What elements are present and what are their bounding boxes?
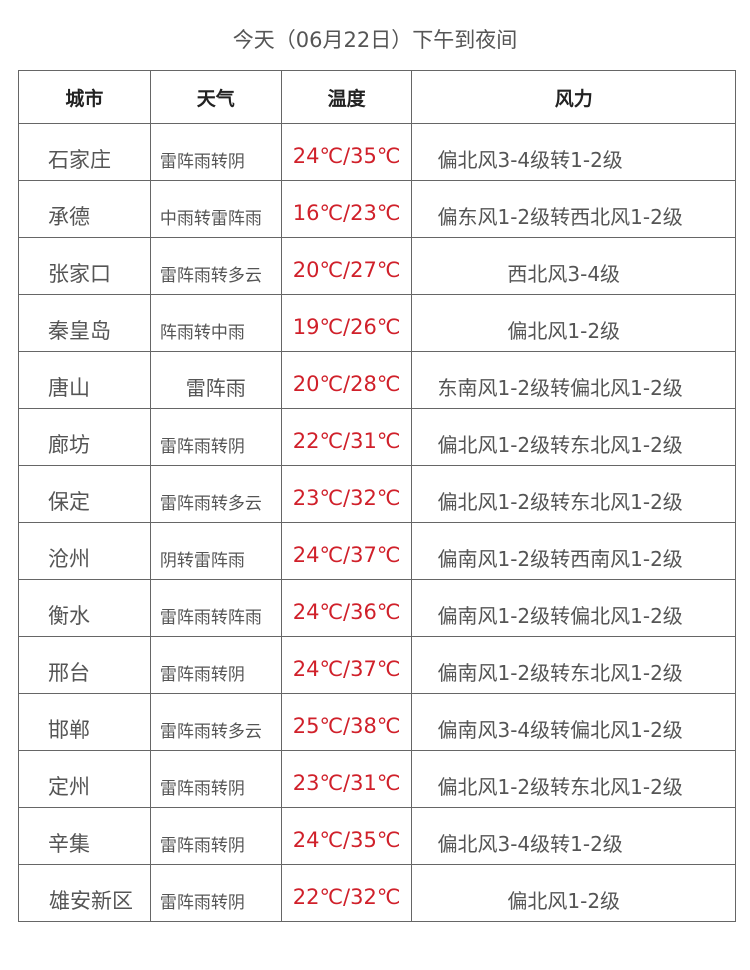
table-row: 张家口 雷阵雨转多云 20℃/27℃ 西北风3-4级 <box>18 237 736 295</box>
header-wind: 风力 <box>411 70 736 124</box>
table-row: 沧州 阴转雷阵雨 24℃/37℃ 偏南风1-2级转西南风1-2级 <box>18 522 736 580</box>
weather-cell: 雷阵雨转阵雨 <box>149 579 282 637</box>
table-row: 辛集 雷阵雨转阴 24℃/35℃ 偏北风3-4级转1-2级 <box>18 807 736 865</box>
temperature-cell: 16℃/23℃ <box>280 180 413 238</box>
city-cell: 秦皇岛 <box>18 294 151 352</box>
wind-cell: 东南风1-2级转偏北风1-2级 <box>411 351 736 409</box>
wind-cell: 偏北风1-2级 <box>411 864 736 922</box>
temperature-cell: 19℃/26℃ <box>280 294 413 352</box>
city-cell: 衡水 <box>18 579 151 637</box>
temperature-cell: 20℃/28℃ <box>280 351 413 409</box>
wind-cell: 偏北风3-4级转1-2级 <box>411 123 736 181</box>
temperature-cell: 24℃/35℃ <box>280 123 413 181</box>
header-city: 城市 <box>18 70 151 124</box>
wind-cell: 偏北风3-4级转1-2级 <box>411 807 736 865</box>
city-cell: 沧州 <box>18 522 151 580</box>
temperature-cell: 23℃/31℃ <box>280 750 413 808</box>
weather-cell: 雷阵雨转阴 <box>149 864 282 922</box>
table-row: 邢台 雷阵雨转阴 24℃/37℃ 偏南风1-2级转东北风1-2级 <box>18 636 736 694</box>
city-cell: 张家口 <box>18 237 151 295</box>
table-row: 衡水 雷阵雨转阵雨 24℃/36℃ 偏南风1-2级转偏北风1-2级 <box>18 579 736 637</box>
city-cell: 辛集 <box>18 807 151 865</box>
city-cell: 邢台 <box>18 636 151 694</box>
temperature-cell: 22℃/31℃ <box>280 408 413 466</box>
temperature-cell: 23℃/32℃ <box>280 465 413 523</box>
wind-cell: 偏北风1-2级转东北风1-2级 <box>411 750 736 808</box>
city-cell: 定州 <box>18 750 151 808</box>
city-cell: 石家庄 <box>18 123 151 181</box>
table-row: 保定 雷阵雨转多云 23℃/32℃ 偏北风1-2级转东北风1-2级 <box>18 465 736 523</box>
city-cell: 廊坊 <box>18 408 151 466</box>
weather-cell: 中雨转雷阵雨 <box>149 180 282 238</box>
weather-cell: 雷阵雨转阴 <box>149 807 282 865</box>
city-cell: 承德 <box>18 180 151 238</box>
wind-cell: 偏北风1-2级 <box>411 294 736 352</box>
temperature-cell: 24℃/36℃ <box>280 579 413 637</box>
header-weather: 天气 <box>149 70 282 124</box>
city-cell: 邯郸 <box>18 693 151 751</box>
table-header-row: 城市 天气 温度 风力 <box>18 70 736 124</box>
weather-cell: 阵雨转中雨 <box>149 294 282 352</box>
wind-cell: 偏南风1-2级转西南风1-2级 <box>411 522 736 580</box>
weather-cell: 雷阵雨转阴 <box>149 750 282 808</box>
wind-cell: 偏东风1-2级转西北风1-2级 <box>411 180 736 238</box>
weather-cell: 雷阵雨转多云 <box>149 465 282 523</box>
temperature-cell: 24℃/37℃ <box>280 636 413 694</box>
wind-cell: 偏南风1-2级转偏北风1-2级 <box>411 579 736 637</box>
temperature-cell: 20℃/27℃ <box>280 237 413 295</box>
temperature-cell: 22℃/32℃ <box>280 864 413 922</box>
weather-table: 城市 天气 温度 风力 石家庄 雷阵雨转阴 24℃/35℃ 偏北风3-4级转1-2级承… <box>18 70 736 922</box>
wind-cell: 偏北风1-2级转东北风1-2级 <box>411 408 736 466</box>
table-row: 廊坊 雷阵雨转阴 22℃/31℃ 偏北风1-2级转东北风1-2级 <box>18 408 736 466</box>
weather-cell: 雷阵雨转阴 <box>149 408 282 466</box>
header-temperature: 温度 <box>280 70 413 124</box>
weather-cell: 雷阵雨 <box>149 351 282 409</box>
temperature-cell: 24℃/35℃ <box>280 807 413 865</box>
city-cell: 雄安新区 <box>18 864 151 922</box>
table-row: 秦皇岛 阵雨转中雨 19℃/26℃ 偏北风1-2级 <box>18 294 736 352</box>
table-row: 承德 中雨转雷阵雨 16℃/23℃ 偏东风1-2级转西北风1-2级 <box>18 180 736 238</box>
city-cell: 保定 <box>18 465 151 523</box>
weather-cell: 雷阵雨转阴 <box>149 123 282 181</box>
table-row: 定州 雷阵雨转阴 23℃/31℃ 偏北风1-2级转东北风1-2级 <box>18 750 736 808</box>
wind-cell: 偏南风3-4级转偏北风1-2级 <box>411 693 736 751</box>
weather-cell: 雷阵雨转阴 <box>149 636 282 694</box>
wind-cell: 西北风3-4级 <box>411 237 736 295</box>
table-row: 唐山 雷阵雨 20℃/28℃ 东南风1-2级转偏北风1-2级 <box>18 351 736 409</box>
weather-cell: 雷阵雨转多云 <box>149 693 282 751</box>
city-cell: 唐山 <box>18 351 151 409</box>
table-row: 石家庄 雷阵雨转阴 24℃/35℃ 偏北风3-4级转1-2级 <box>18 123 736 181</box>
weather-cell: 雷阵雨转多云 <box>149 237 282 295</box>
table-row: 邯郸 雷阵雨转多云 25℃/38℃ 偏南风3-4级转偏北风1-2级 <box>18 693 736 751</box>
wind-cell: 偏北风1-2级转东北风1-2级 <box>411 465 736 523</box>
table-row: 雄安新区 雷阵雨转阴 22℃/32℃ 偏北风1-2级 <box>18 864 736 922</box>
weather-cell: 阴转雷阵雨 <box>149 522 282 580</box>
temperature-cell: 24℃/37℃ <box>280 522 413 580</box>
wind-cell: 偏南风1-2级转东北风1-2级 <box>411 636 736 694</box>
page-title: 今天（06月22日）下午到夜间 <box>232 28 518 52</box>
temperature-cell: 25℃/38℃ <box>280 693 413 751</box>
